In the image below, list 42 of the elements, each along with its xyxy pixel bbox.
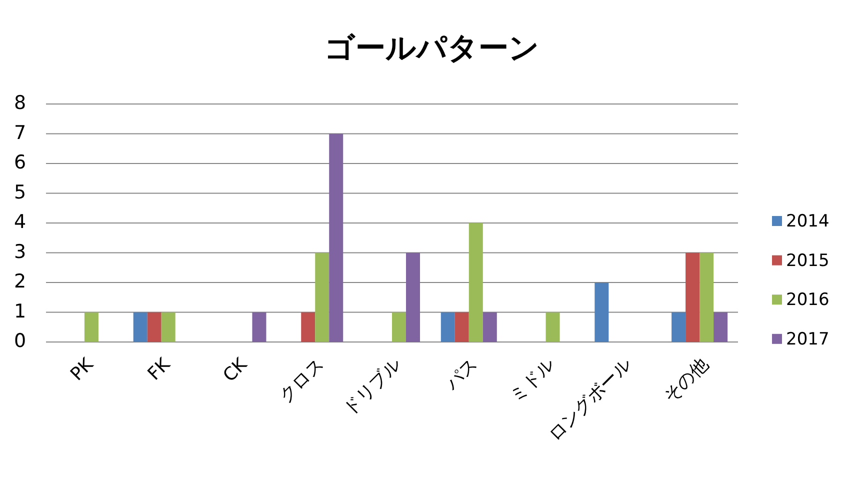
bar bbox=[301, 312, 316, 342]
bar bbox=[392, 312, 406, 342]
x-tick-label: その他 bbox=[660, 354, 713, 408]
bar bbox=[546, 312, 560, 342]
y-tick-label: 8 bbox=[14, 92, 26, 114]
bar bbox=[329, 134, 344, 342]
bar bbox=[686, 252, 700, 342]
y-tick-label: 1 bbox=[14, 300, 26, 322]
x-tick-label: PK bbox=[66, 353, 98, 386]
bar bbox=[315, 252, 330, 342]
bar bbox=[594, 282, 609, 342]
y-tick-label: 3 bbox=[14, 240, 26, 263]
x-tick-label: ドリブル bbox=[339, 354, 406, 420]
x-tick-label: CK bbox=[219, 353, 252, 386]
bar bbox=[440, 312, 455, 342]
x-tick-label: パス bbox=[440, 354, 482, 396]
chart-title: ゴールパターン bbox=[324, 31, 540, 66]
x-tick-label: クロス bbox=[275, 354, 328, 408]
bar bbox=[252, 312, 266, 342]
bar bbox=[133, 312, 148, 342]
y-tick-label: 5 bbox=[14, 181, 26, 204]
bar bbox=[700, 252, 714, 342]
bar bbox=[482, 312, 497, 342]
y-tick-label: 0 bbox=[14, 330, 26, 352]
legend-label: 2016 bbox=[786, 290, 830, 310]
legend-label: 2015 bbox=[786, 250, 830, 271]
legend-label: 2014 bbox=[786, 212, 830, 232]
bar bbox=[468, 223, 483, 342]
y-tick-label: 7 bbox=[14, 122, 26, 144]
bar bbox=[714, 312, 728, 342]
bar bbox=[672, 312, 686, 342]
x-tick-label: FK bbox=[144, 353, 176, 385]
y-tick-label: 4 bbox=[14, 211, 26, 234]
bar bbox=[161, 312, 176, 342]
y-tick-label: 2 bbox=[14, 270, 26, 293]
y-tick-label: 6 bbox=[14, 152, 26, 174]
x-tick-label: ミドル bbox=[506, 354, 559, 408]
bar bbox=[147, 312, 162, 342]
bar bbox=[84, 312, 98, 342]
legend-label: 2017 bbox=[786, 330, 830, 350]
bar bbox=[406, 252, 420, 342]
bar bbox=[454, 312, 469, 342]
